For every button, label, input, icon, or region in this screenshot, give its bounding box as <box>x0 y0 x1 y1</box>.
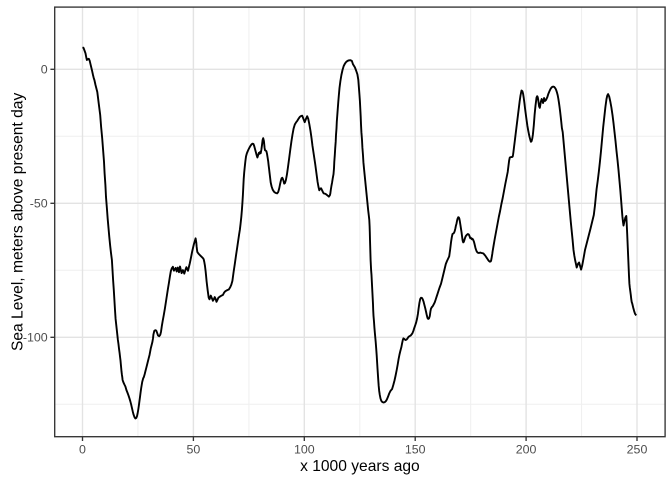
svg-text:0: 0 <box>79 443 86 457</box>
svg-text:-50: -50 <box>30 197 48 211</box>
svg-text:200: 200 <box>516 443 537 457</box>
svg-text:Sea Level, meters above presen: Sea Level, meters above present day <box>10 93 27 352</box>
svg-text:0: 0 <box>41 63 48 77</box>
svg-text:250: 250 <box>627 443 648 457</box>
svg-text:x 1000 years ago: x 1000 years ago <box>300 458 420 475</box>
svg-text:-100: -100 <box>23 331 48 345</box>
svg-text:50: 50 <box>187 443 201 457</box>
svg-text:100: 100 <box>294 443 315 457</box>
svg-text:150: 150 <box>405 443 426 457</box>
